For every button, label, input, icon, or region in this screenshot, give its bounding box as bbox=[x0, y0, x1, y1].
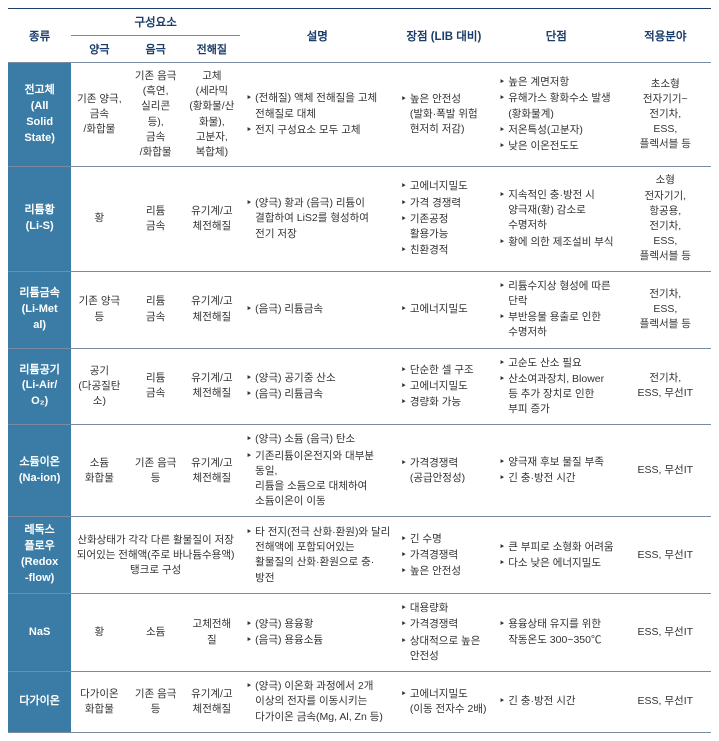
components-merged-cell: 산화상태가 각각 다른 활물질이 저장되어있는 전해액(주로 바나듐수용액) 탱… bbox=[71, 517, 240, 594]
cathode-cell: 리튬금속 bbox=[128, 167, 184, 271]
pros-cell: ‣고에너지밀도(이동 전자수 2배) bbox=[395, 672, 493, 733]
cons-cell: ‣높은 계면저항‣유해가스 황화수소 발생(황화물계)‣저온특성(고분자)‣낮은… bbox=[493, 63, 620, 167]
desc-cell: ‣(양극) 소듐 (음극) 탄소‣기존리튬이온전지와 대부분 동일,리튬을 소듐… bbox=[240, 425, 395, 517]
desc-cell: ‣(음극) 리튬금속 bbox=[240, 271, 395, 348]
table-row: 다가이온다가이온화합물기존 음극등유기계/고체전해질‣(양극) 이온화 과정에서… bbox=[8, 672, 711, 733]
table-row: 리튬금속(Li-Metal)기존 양극등리튬금속유기계/고체전해질‣(음극) 리… bbox=[8, 271, 711, 348]
cathode-cell: 소듐 bbox=[128, 594, 184, 672]
desc-cell: ‣(양극) 이온화 과정에서 2개 이상의 전자를 이동시키는 다가이온 금속(… bbox=[240, 672, 395, 733]
field-cell: ESS, 무선IT bbox=[620, 594, 711, 672]
cons-cell: ‣용융상태 유지를 위한 작동온도 300~350℃ bbox=[493, 594, 620, 672]
anode-cell: 공기(다공질탄소) bbox=[71, 348, 127, 425]
table-row: 리튬황(Li-S)황리튬금속유기계/고체전해질‣(양극) 황과 (음극) 리튬이… bbox=[8, 167, 711, 271]
cathode-cell: 기존 음극등 bbox=[128, 672, 184, 733]
pros-cell: ‣높은 안전성(발화·폭발 위험 현저히 저감) bbox=[395, 63, 493, 167]
header-cathode: 음극 bbox=[128, 36, 184, 63]
electrolyte-cell: 유기계/고체전해질 bbox=[184, 167, 240, 271]
field-cell: 전기차,ESS, 무선IT bbox=[620, 348, 711, 425]
field-cell: 초소형전자기기~전기차,ESS,플렉서블 등 bbox=[620, 63, 711, 167]
cathode-cell: 리튬금속 bbox=[128, 271, 184, 348]
table-row: 소듐이온(Na-ion)소듐화합물기존 음극등유기계/고체전해질‣(양극) 소듐… bbox=[8, 425, 711, 517]
header-pros: 장점 (LIB 대비) bbox=[395, 9, 493, 63]
cons-cell: ‣양극재 후보 물질 부족‣긴 충·방전 시간 bbox=[493, 425, 620, 517]
pros-cell: ‣대용량화‣가격경쟁력‣상대적으로 높은 안전성 bbox=[395, 594, 493, 672]
anode-cell: 소듐화합물 bbox=[71, 425, 127, 517]
electrolyte-cell: 고체(세라믹(황화물/산화물),고분자,복합체) bbox=[184, 63, 240, 167]
electrolyte-cell: 유기계/고체전해질 bbox=[184, 672, 240, 733]
electrolyte-cell: 고체전해질 bbox=[184, 594, 240, 672]
cathode-cell: 기존 음극등 bbox=[128, 425, 184, 517]
type-cell: 리튬황(Li-S) bbox=[8, 167, 71, 271]
cons-cell: ‣리튬수지상 형성에 따른 단락‣부반응물 용출로 인한 수명저하 bbox=[493, 271, 620, 348]
anode-cell: 황 bbox=[71, 594, 127, 672]
header-cons: 단점 bbox=[493, 9, 620, 63]
cons-cell: ‣긴 충·방전 시간 bbox=[493, 672, 620, 733]
cons-cell: ‣큰 부피로 소형화 어려움‣다소 낮은 에너지밀도 bbox=[493, 517, 620, 594]
type-cell: 전고체(AllSolidState) bbox=[8, 63, 71, 167]
cons-cell: ‣지속적인 충·방전 시 양극재(황) 감소로 수명저하‣황에 의한 제조설비 … bbox=[493, 167, 620, 271]
field-cell: 소형전자기기,항공용,전기차,ESS,플렉서블 등 bbox=[620, 167, 711, 271]
table-row: 전고체(AllSolidState)기존 양극,금속/화합물기존 음극(흑연,실… bbox=[8, 63, 711, 167]
anode-cell: 기존 양극등 bbox=[71, 271, 127, 348]
anode-cell: 황 bbox=[71, 167, 127, 271]
table-row: NaS황소듐고체전해질‣(양극) 용융황‣(음극) 용융소듐‣대용량화‣가격경쟁… bbox=[8, 594, 711, 672]
header-electrolyte: 전해질 bbox=[184, 36, 240, 63]
type-cell: 레독스플로우(Redox-flow) bbox=[8, 517, 71, 594]
desc-cell: ‣(전해질) 액체 전해질을 고체 전해질로 대체‣전지 구성요소 모두 고체 bbox=[240, 63, 395, 167]
type-cell: 리튬공기(Li-Air/O₂) bbox=[8, 348, 71, 425]
header-anode: 양극 bbox=[71, 36, 127, 63]
anode-cell: 다가이온화합물 bbox=[71, 672, 127, 733]
anode-cell: 기존 양극,금속/화합물 bbox=[71, 63, 127, 167]
electrolyte-cell: 유기계/고체전해질 bbox=[184, 348, 240, 425]
field-cell: 전기차,ESS,플렉서블 등 bbox=[620, 271, 711, 348]
header-field: 적용분야 bbox=[620, 9, 711, 63]
pros-cell: ‣고에너지밀도 bbox=[395, 271, 493, 348]
pros-cell: ‣단순한 셀 구조‣고에너지밀도‣경량화 가능 bbox=[395, 348, 493, 425]
desc-cell: ‣(양극) 용융황‣(음극) 용융소듐 bbox=[240, 594, 395, 672]
field-cell: ESS, 무선IT bbox=[620, 672, 711, 733]
pros-cell: ‣가격경쟁력(공급안정성) bbox=[395, 425, 493, 517]
cons-cell: ‣고순도 산소 필요‣산소여과장치, Blower 등 추가 장치로 인한 부피… bbox=[493, 348, 620, 425]
table-row: 레독스플로우(Redox-flow)산화상태가 각각 다른 활물질이 저장되어있… bbox=[8, 517, 711, 594]
desc-cell: ‣(양극) 황과 (음극) 리튬이 결합하여 LiS2를 형성하여 전기 저장 bbox=[240, 167, 395, 271]
battery-comparison-table: 종류 구성요소 설명 장점 (LIB 대비) 단점 적용분야 양극 음극 전해질… bbox=[8, 8, 711, 733]
header-desc: 설명 bbox=[240, 9, 395, 63]
table-row: 리튬공기(Li-Air/O₂)공기(다공질탄소)리튬금속유기계/고체전해질‣(양… bbox=[8, 348, 711, 425]
cathode-cell: 기존 음극(흑연,실리콘등),금속/화합물 bbox=[128, 63, 184, 167]
header-type: 종류 bbox=[8, 9, 71, 63]
type-cell: 다가이온 bbox=[8, 672, 71, 733]
pros-cell: ‣긴 수명‣가격경쟁력‣높은 안전성 bbox=[395, 517, 493, 594]
desc-cell: ‣타 전지(전극 산화·환원)와 달리 전해액에 포함되어있는 활물질의 산화·… bbox=[240, 517, 395, 594]
field-cell: ESS, 무선IT bbox=[620, 425, 711, 517]
cathode-cell: 리튬금속 bbox=[128, 348, 184, 425]
type-cell: 소듐이온(Na-ion) bbox=[8, 425, 71, 517]
header-components: 구성요소 bbox=[71, 9, 240, 36]
table-header: 종류 구성요소 설명 장점 (LIB 대비) 단점 적용분야 양극 음극 전해질 bbox=[8, 9, 711, 63]
type-cell: NaS bbox=[8, 594, 71, 672]
electrolyte-cell: 유기계/고체전해질 bbox=[184, 425, 240, 517]
electrolyte-cell: 유기계/고체전해질 bbox=[184, 271, 240, 348]
type-cell: 리튬금속(Li-Metal) bbox=[8, 271, 71, 348]
field-cell: ESS, 무선IT bbox=[620, 517, 711, 594]
desc-cell: ‣(양극) 공기중 산소‣(음극) 리튬금속 bbox=[240, 348, 395, 425]
table-body: 전고체(AllSolidState)기존 양극,금속/화합물기존 음극(흑연,실… bbox=[8, 63, 711, 733]
pros-cell: ‣고에너지밀도‣가격 경쟁력‣기존공정 활용가능‣친환경적 bbox=[395, 167, 493, 271]
